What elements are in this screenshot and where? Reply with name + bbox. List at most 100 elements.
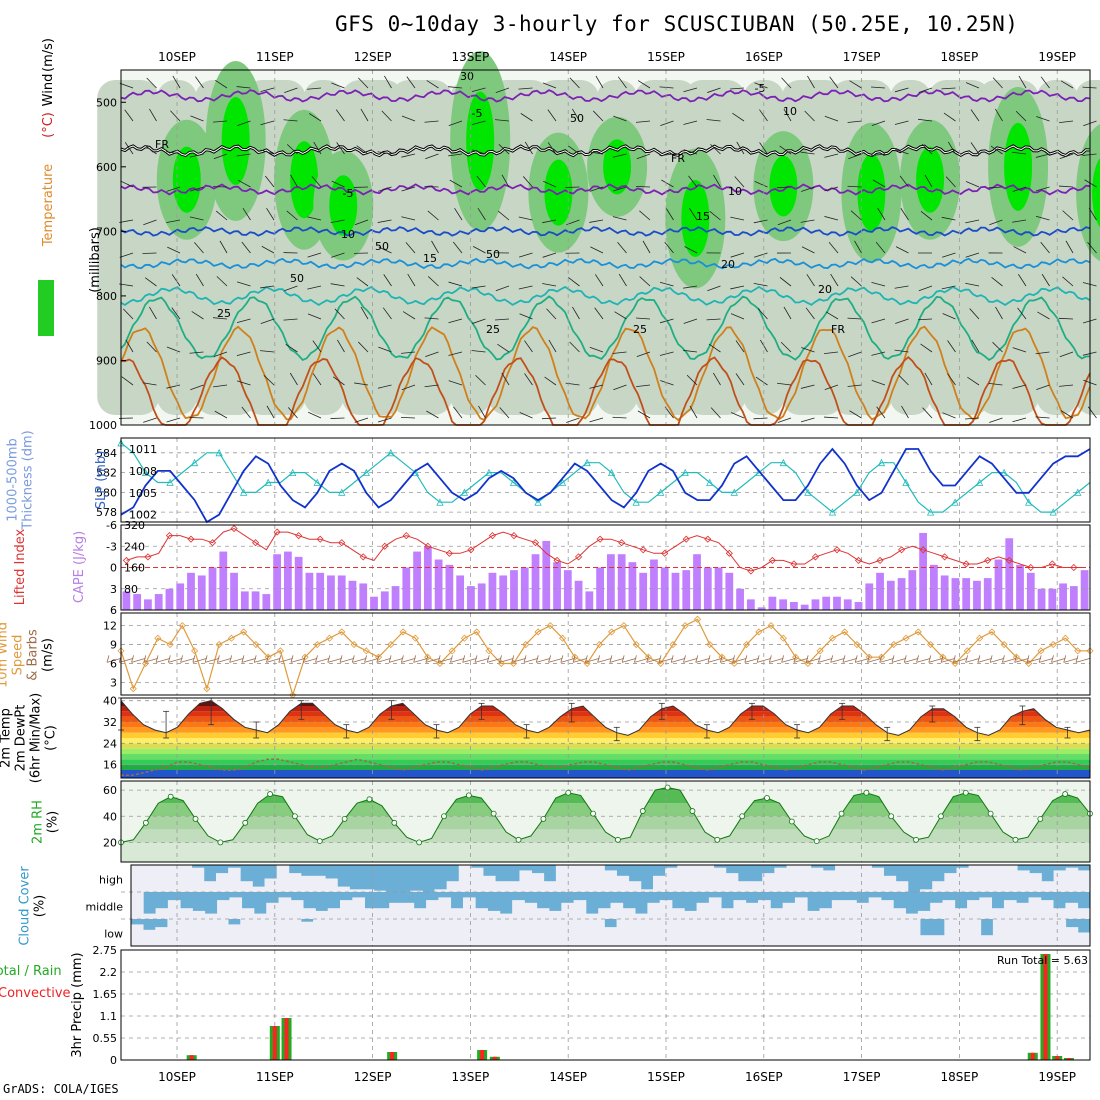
- rh-point: [863, 789, 870, 796]
- wind-barb: [612, 153, 627, 158]
- wind-barb: [358, 77, 369, 89]
- wind-barb-flag: [266, 655, 269, 663]
- wind-barb: [807, 75, 815, 89]
- thickness-ylabel-line: Thickness (dm): [21, 430, 36, 530]
- cloud-gap: [303, 908, 316, 919]
- cloud-gap: [745, 902, 759, 919]
- wind-barb-flag: [940, 655, 944, 663]
- cloud-gap: [819, 908, 833, 919]
- wind-barb: [448, 318, 463, 324]
- wind-speed-point: [816, 647, 824, 655]
- li-point: [316, 535, 324, 543]
- date-label-top: 11SEP: [256, 50, 294, 64]
- wind-barb: [639, 276, 651, 287]
- thickness-point: [387, 448, 395, 457]
- cape-bar: [897, 578, 906, 610]
- cloud-gap: [131, 892, 144, 919]
- cloud-gap: [758, 900, 771, 919]
- wind-barb-flag: [683, 655, 686, 663]
- li-tick: 0: [110, 562, 117, 575]
- wind-barb: [992, 341, 1003, 353]
- li-point: [833, 546, 841, 554]
- cape-bar: [994, 559, 1003, 610]
- slp-line: [120, 447, 1091, 524]
- li-point: [1070, 563, 1078, 572]
- slp-thickness-panel: [117, 438, 1091, 524]
- wind-barb: [710, 407, 721, 419]
- temp-tick: 32: [103, 716, 117, 729]
- wind-barb: [1036, 116, 1050, 122]
- cloud-gap: [276, 919, 290, 946]
- wind-barb-flag: [830, 655, 834, 663]
- cape-bar: [133, 594, 142, 610]
- li-point: [510, 532, 518, 540]
- wind-barb: [597, 658, 612, 663]
- isotherm-label: -5: [755, 82, 766, 95]
- wind-barb: [1035, 153, 1050, 158]
- wind-barb: [217, 658, 232, 663]
- wind-barb: [189, 186, 204, 192]
- wind-barb: [131, 658, 146, 663]
- cloud-gap: [1065, 927, 1079, 946]
- var-legend: Temperature (°C) Wind (m/s): [41, 38, 56, 247]
- wind-barb: [166, 384, 181, 389]
- thickness-tick: 578: [96, 506, 117, 519]
- cloud-gap: [967, 900, 980, 919]
- rh-contour-label: 10: [783, 105, 797, 118]
- cloud-gap: [155, 865, 168, 892]
- wind-barb-flag: [597, 655, 601, 663]
- wind-barb-flag: [143, 655, 147, 663]
- wind-barb: [754, 82, 768, 89]
- wind-barb: [824, 351, 839, 354]
- date-label-top: 16SEP: [745, 50, 783, 64]
- grads-credit: GrADS: COLA/IGES: [3, 1082, 119, 1096]
- cloud-gap: [462, 897, 476, 919]
- cloud-gap: [822, 919, 836, 946]
- wind-barb: [495, 119, 510, 122]
- wind-barb: [707, 87, 721, 93]
- rh-shade-high: [544, 159, 573, 226]
- cape-bar: [617, 554, 626, 610]
- isotherm: [120, 226, 1091, 237]
- wind-barb: [988, 383, 1003, 386]
- wind-barb: [336, 142, 345, 155]
- wind-barb: [307, 216, 322, 221]
- wind-barb: [495, 285, 510, 292]
- rh-ylabel: 2m RH (%): [31, 800, 61, 844]
- thickness-point: [1049, 508, 1057, 516]
- wind-barb: [378, 246, 392, 254]
- precip-tick: 0: [110, 1054, 117, 1067]
- wind-barb: [730, 313, 745, 320]
- cloud-gap: [671, 908, 685, 919]
- wind-barb-flag: [1038, 655, 1042, 663]
- cape-bar: [510, 570, 518, 610]
- cape-bar: [337, 575, 346, 610]
- wind-barb: [263, 375, 275, 386]
- cape-bar: [919, 532, 927, 610]
- cloud-gap: [733, 900, 747, 919]
- wind-speed-point: [681, 622, 689, 630]
- cloud-gap: [264, 878, 278, 892]
- cape-bar: [628, 562, 637, 610]
- wind-barb-flag: [450, 655, 453, 663]
- wind-speed-point: [963, 647, 971, 655]
- wind-barb-flag: [584, 655, 588, 663]
- cloud-gap: [325, 878, 338, 892]
- wind-barb: [871, 153, 886, 157]
- wind-barb: [383, 274, 392, 287]
- cloud-gap: [155, 908, 169, 919]
- wind-barb: [381, 110, 392, 122]
- wind-barb-flag: [253, 655, 257, 663]
- wind-barb: [636, 120, 651, 123]
- cloud-gap: [401, 902, 415, 919]
- wind-barb: [448, 120, 463, 126]
- temp-band: [121, 738, 1090, 744]
- cape-bar: [197, 575, 206, 610]
- slp-frame: [120, 437, 1091, 523]
- wind-barb: [401, 351, 416, 354]
- cloud-gap: [604, 927, 617, 946]
- cloud-gap: [696, 902, 710, 919]
- wind-barb: [167, 246, 181, 254]
- cape-bar: [553, 562, 561, 610]
- cloud-gap: [856, 902, 870, 919]
